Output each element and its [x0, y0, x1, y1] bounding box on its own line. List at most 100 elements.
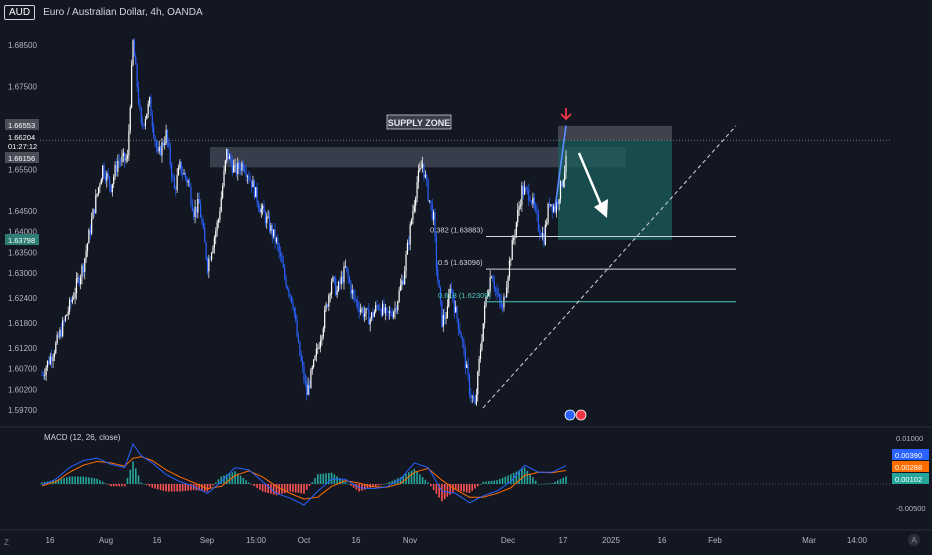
auto-scale-button[interactable]: A: [908, 534, 920, 546]
candle-body: [511, 239, 513, 260]
macd-histogram-bar: [554, 481, 556, 484]
candle-body: [204, 228, 206, 243]
candle-body: [372, 312, 374, 317]
macd-histogram-bar: [515, 471, 518, 484]
macd-histogram-bar: [454, 484, 457, 491]
candle-body: [113, 176, 115, 184]
candle-body: [279, 252, 282, 257]
current-price: 1.66204: [8, 133, 35, 142]
price-tag: 1.66156: [8, 154, 35, 163]
macd-histogram-bar: [264, 484, 267, 493]
macd-histogram-bar: [57, 479, 60, 484]
macd-histogram-bar: [140, 482, 143, 484]
timezone-badge[interactable]: Z: [4, 538, 9, 547]
macd-histogram-bar: [121, 484, 123, 487]
candle-body: [488, 291, 490, 296]
macd-histogram-bar: [256, 484, 258, 488]
macd-histogram-bar: [148, 484, 151, 487]
candle-body: [184, 172, 187, 178]
macd-histogram-bar: [112, 484, 115, 487]
macd-histogram-bar: [474, 484, 476, 489]
macd-histogram-bar: [168, 484, 170, 492]
candle-body: [103, 165, 105, 177]
candle-body: [386, 307, 388, 311]
candle-body: [100, 179, 102, 185]
candle-body: [529, 200, 531, 202]
candle-body: [437, 268, 439, 280]
candle-body: [373, 311, 375, 317]
macd-histogram-bar: [239, 475, 242, 484]
candle-body: [543, 233, 545, 245]
candle-body: [191, 203, 193, 211]
time-tick-label: Oct: [298, 536, 311, 545]
candle-body: [256, 187, 258, 203]
macd-histogram-bar: [377, 484, 380, 486]
macd-histogram-bar: [388, 482, 391, 484]
symbol-badge[interactable]: AUD: [4, 5, 36, 20]
candle-body: [439, 287, 442, 301]
candle-body: [434, 212, 436, 237]
candle-body: [268, 216, 271, 232]
macd-histogram-bar: [305, 484, 308, 490]
candles-layer: [41, 38, 567, 406]
candle-body: [223, 170, 225, 187]
candle-body: [455, 306, 457, 313]
candle-body: [234, 164, 236, 166]
candle-body: [457, 318, 460, 330]
projection-arrow-head: [594, 199, 608, 218]
candle-body: [173, 177, 175, 189]
candle-body: [461, 338, 464, 342]
time-tick-label: Mar: [802, 536, 816, 545]
macd-histogram-bar: [385, 483, 388, 484]
candle-body: [446, 306, 449, 319]
candle-body: [107, 173, 109, 177]
candle-body: [554, 206, 556, 213]
candle-body: [136, 64, 138, 88]
candle-body: [413, 205, 415, 211]
macd-histogram-bar: [361, 484, 363, 491]
price-tick-label: 1.64000: [8, 228, 37, 237]
candle-body: [251, 180, 253, 188]
macd-value-tag: 0.00390: [895, 451, 922, 460]
candle-body: [95, 195, 97, 213]
macd-histogram-bar: [198, 484, 200, 491]
macd-histogram-bar: [485, 481, 487, 484]
overlay-layer: 0.382 (1.63883) 0.5 (1.63096) 0.618 (1.623…: [40, 108, 890, 421]
candle-body: [430, 200, 432, 204]
candle-body: [195, 206, 198, 213]
macd-histogram-bar: [322, 473, 325, 484]
candle-body: [416, 182, 418, 199]
macd-histogram-bar: [43, 482, 46, 484]
macd-histogram-bar: [372, 484, 374, 488]
candle-body: [337, 281, 340, 291]
time-tick-label: 17: [559, 536, 568, 545]
candle-body: [475, 394, 477, 404]
candle-body: [484, 305, 486, 324]
candle-body: [490, 276, 493, 278]
macd-histogram-bar: [504, 476, 507, 484]
candle-body: [147, 103, 149, 114]
macd-histogram-bar: [449, 484, 451, 495]
candle-body: [171, 164, 173, 177]
candle-body: [364, 313, 366, 317]
candle-body: [546, 222, 548, 225]
candle-body: [230, 155, 232, 163]
candle-body: [558, 199, 560, 205]
candle-body: [158, 146, 160, 152]
candle-body: [226, 149, 228, 161]
candle-body: [187, 180, 189, 183]
macd-line: [41, 443, 567, 506]
macd-histogram-bar: [245, 480, 247, 484]
macd-histogram-bar: [88, 477, 90, 484]
candle-body: [329, 293, 331, 296]
candle-body: [420, 167, 422, 169]
macd-histogram-bar: [74, 476, 76, 484]
candle-body: [438, 279, 440, 288]
candle-body: [110, 184, 112, 193]
candle-body: [450, 288, 453, 291]
candle-body: [133, 40, 135, 57]
macd-histogram-bar: [159, 484, 162, 491]
macd-histogram-bar: [468, 484, 471, 494]
